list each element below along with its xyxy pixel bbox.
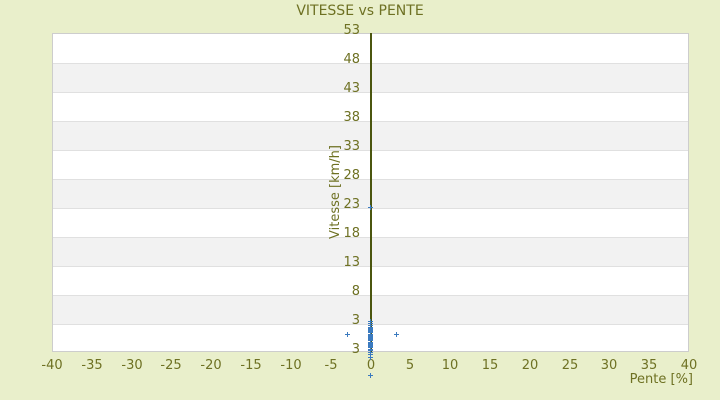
x-axis-title: Pente [%] xyxy=(629,372,693,387)
y-tick-label: 38 xyxy=(343,110,360,125)
x-tick-label: 5 xyxy=(405,358,415,373)
x-tick-label: -10 xyxy=(280,358,302,373)
y-tick-label: 3 xyxy=(351,313,360,328)
data-point-marker xyxy=(368,373,373,378)
y-tick-label: 48 xyxy=(343,52,360,67)
x-tick-label: 15 xyxy=(481,358,499,373)
x-tick-label: -15 xyxy=(240,358,262,373)
x-tick-label: 0 xyxy=(366,358,376,373)
y-tick-label: 33 xyxy=(343,139,360,154)
x-tick-label: 35 xyxy=(640,358,658,373)
x-tick-label: -40 xyxy=(41,358,63,373)
x-tick-label: 20 xyxy=(521,358,539,373)
data-point-marker xyxy=(368,352,373,357)
y-tick-label: 13 xyxy=(343,255,360,270)
chart-title: VITESSE vs PENTE xyxy=(296,3,424,19)
x-tick-label: -30 xyxy=(121,358,143,373)
x-tick-label: 25 xyxy=(561,358,579,373)
x-tick-label: -20 xyxy=(200,358,222,373)
y-axis-line xyxy=(370,33,372,352)
y-tick-label: 18 xyxy=(343,226,360,241)
x-tick-label: 10 xyxy=(441,358,459,373)
data-point-marker xyxy=(368,355,373,360)
data-point-marker xyxy=(345,332,350,337)
y-tick-label: 28 xyxy=(343,168,360,183)
x-tick-label: -25 xyxy=(160,358,182,373)
y-tick-label: 3 xyxy=(351,342,360,357)
data-point-marker xyxy=(368,205,373,210)
x-tick-label: -5 xyxy=(324,358,338,373)
data-point-marker xyxy=(394,332,399,337)
y-tick-label: 23 xyxy=(343,197,360,212)
y-tick-label: 8 xyxy=(351,284,360,299)
x-tick-label: 30 xyxy=(600,358,618,373)
y-tick-label: 43 xyxy=(343,81,360,96)
x-tick-label: 40 xyxy=(680,358,698,373)
x-tick-label: -35 xyxy=(81,358,103,373)
y-tick-label: 53 xyxy=(343,23,360,38)
